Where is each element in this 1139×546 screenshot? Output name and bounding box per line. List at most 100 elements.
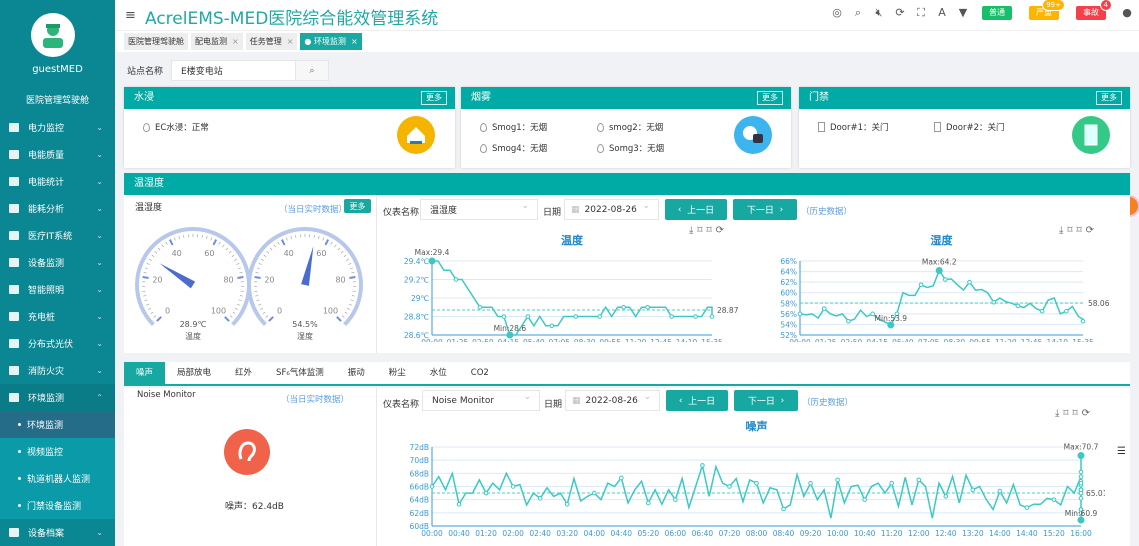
data-point[interactable] xyxy=(453,277,459,282)
data-point[interactable] xyxy=(918,282,924,288)
close-icon[interactable]: × xyxy=(350,37,358,46)
data-point[interactable] xyxy=(1064,308,1069,314)
sidebar-item[interactable]: 设备档案 ⌄ xyxy=(0,519,115,546)
data-point[interactable] xyxy=(483,490,489,496)
sensor-tab[interactable]: SF₆气体监测 xyxy=(276,368,324,378)
font-size-icon[interactable]: A xyxy=(938,6,946,19)
tab[interactable]: 医院管理驾驶舱 xyxy=(124,33,188,50)
sensor-tab[interactable]: 局部放电 xyxy=(177,368,212,378)
data-point[interactable] xyxy=(991,299,997,305)
data-point[interactable] xyxy=(645,304,650,310)
meter-select[interactable]: Noise Monitor xyxy=(422,390,540,411)
sensor-tab[interactable]: 振动 xyxy=(347,368,365,378)
chart-toolbox[interactable]: ⤓⌑⌑⟳ xyxy=(1055,408,1095,419)
sidebar-item[interactable]: 电力监控 ⌄ xyxy=(0,114,115,141)
history-link[interactable]: （历史数据） xyxy=(801,207,853,217)
chart-toolbox[interactable]: ⤓⌑⌑⟳ xyxy=(689,225,729,236)
date-picker[interactable]: ▦ 2022-08-26 xyxy=(564,199,659,220)
sidebar-item[interactable]: 能耗分析 ⌄ xyxy=(0,195,115,222)
smoke-more-button[interactable]: 更多 xyxy=(757,91,783,105)
sidebar-item[interactable]: 分布式光伏 ⌄ xyxy=(0,330,115,357)
realtime-link[interactable]: （当日实时数据） xyxy=(279,205,348,215)
data-point[interactable] xyxy=(916,477,922,483)
data-point[interactable] xyxy=(1078,496,1084,501)
data-point[interactable] xyxy=(669,314,674,319)
search-button[interactable]: ⌕ xyxy=(295,60,330,81)
data-point[interactable] xyxy=(797,311,803,317)
data-point[interactable] xyxy=(1078,469,1084,475)
sidebar-item[interactable]: 智能照明 ⌄ xyxy=(0,276,115,303)
data-point[interactable] xyxy=(618,475,624,481)
mute-icon[interactable]: 🔇︎ xyxy=(875,6,883,19)
history-link[interactable]: （历史数据） xyxy=(802,398,854,408)
sidebar-item[interactable]: 门禁设备监测 xyxy=(0,492,115,519)
alarm-badge[interactable]: 普通 xyxy=(982,6,1012,20)
sidebar-item[interactable]: 轨道机器人监测 xyxy=(0,465,115,492)
tab[interactable]: 任务管理 × xyxy=(245,33,298,50)
data-point[interactable] xyxy=(709,314,715,319)
data-point[interactable] xyxy=(943,494,949,499)
data-point[interactable] xyxy=(477,304,483,310)
help-ring-icon[interactable]: ◎ xyxy=(832,6,842,19)
data-point[interactable] xyxy=(501,314,507,319)
fullscreen-icon[interactable]: ⛶ xyxy=(917,6,925,19)
data-point[interactable] xyxy=(693,314,698,319)
data-point[interactable] xyxy=(862,497,867,502)
sensor-tab[interactable]: 噪声 xyxy=(124,362,166,384)
data-point[interactable] xyxy=(1039,308,1045,314)
close-icon[interactable]: × xyxy=(232,37,239,46)
avatar[interactable] xyxy=(31,13,75,57)
data-point[interactable] xyxy=(835,477,840,483)
data-point[interactable] xyxy=(510,484,516,489)
sidebar-item[interactable]: 充电桩 ⌄ xyxy=(0,303,115,330)
sidebar-item-cockpit[interactable]: 医院管理驾驶舱 xyxy=(25,96,89,106)
data-point[interactable] xyxy=(870,311,875,317)
water-more-button[interactable]: 更多 xyxy=(421,91,447,105)
data-point[interactable] xyxy=(621,304,626,310)
data-point[interactable] xyxy=(1051,497,1057,502)
station-input[interactable]: E楼变电站 xyxy=(171,60,297,81)
user-icon[interactable]: ● xyxy=(1122,6,1132,19)
data-point[interactable] xyxy=(754,480,759,486)
sidebar-item[interactable]: 医疗IT系统 ⌄ xyxy=(0,222,115,249)
data-point[interactable] xyxy=(700,463,705,468)
sidebar-item[interactable]: 环境监测 xyxy=(0,411,115,438)
sidebar-item[interactable]: 视频监控 xyxy=(0,438,115,465)
data-point[interactable] xyxy=(456,501,462,507)
data-point[interactable] xyxy=(1080,318,1086,324)
data-point[interactable] xyxy=(597,314,603,319)
data-point[interactable] xyxy=(821,306,827,311)
sensor-tab[interactable]: 水位 xyxy=(429,368,447,378)
data-point[interactable] xyxy=(894,311,900,317)
tab[interactable]: ● 环境监测 × xyxy=(300,33,362,50)
data-point[interactable] xyxy=(727,484,732,489)
data-point[interactable] xyxy=(889,480,895,486)
gauge-more-button[interactable]: 更多 xyxy=(344,199,371,213)
sensor-tab[interactable]: 红外 xyxy=(235,368,253,378)
realtime-link[interactable]: （当日实时数据） xyxy=(281,395,350,405)
close-icon[interactable]: × xyxy=(286,37,294,46)
date-picker[interactable]: ▦ 2022-08-26 xyxy=(565,390,660,411)
data-point[interactable] xyxy=(537,496,543,501)
data-point[interactable] xyxy=(1078,507,1084,512)
chart-toolbox[interactable]: ⤓⌑⌑⟳ xyxy=(1059,225,1099,236)
prev-day-button[interactable]: ‹ 上一日 xyxy=(665,199,727,220)
data-point[interactable] xyxy=(525,314,531,319)
data-point[interactable] xyxy=(564,501,570,507)
data-point[interactable] xyxy=(1078,474,1084,479)
theme-shirt-icon[interactable]: ▼ xyxy=(958,6,968,19)
data-point[interactable] xyxy=(429,484,435,489)
data-point[interactable] xyxy=(591,490,597,496)
next-day-button[interactable]: 下一日 › xyxy=(733,199,797,220)
data-point[interactable] xyxy=(970,487,976,493)
sidebar-item[interactable]: 电能质量 ⌄ xyxy=(0,141,115,168)
next-day-button[interactable]: 下一日 › xyxy=(734,390,798,411)
data-point[interactable] xyxy=(549,323,555,329)
sensor-tab[interactable]: CO2 xyxy=(470,368,489,378)
meter-select[interactable]: 温湿度 xyxy=(420,199,538,220)
prev-day-button[interactable]: ‹ 上一日 xyxy=(666,390,728,411)
data-point[interactable] xyxy=(942,277,948,282)
door-more-button[interactable]: 更多 xyxy=(1096,91,1122,105)
data-point[interactable] xyxy=(846,318,851,324)
data-point[interactable] xyxy=(573,314,579,319)
